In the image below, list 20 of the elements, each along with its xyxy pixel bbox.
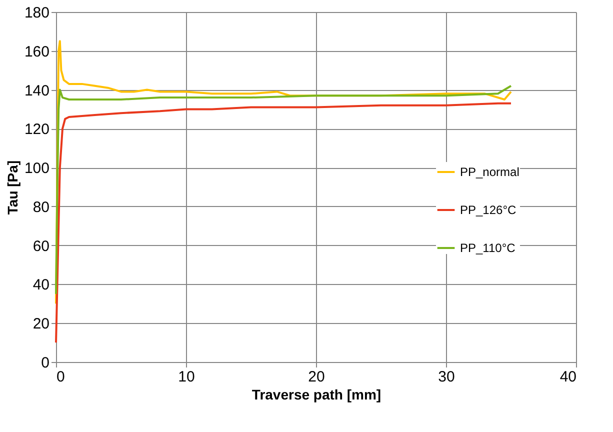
- y-tick-label: 20: [32, 316, 50, 333]
- y-tick-label: 120: [24, 121, 50, 138]
- x-axis-title: Traverse path [mm]: [252, 386, 382, 402]
- legend-label: PP_110°C: [460, 241, 516, 255]
- x-tick-label: 10: [178, 368, 195, 386]
- y-tick-label: 60: [32, 238, 50, 255]
- legend-label: PP_126°C: [460, 203, 516, 217]
- y-tick-label: 40: [32, 276, 50, 294]
- y-tick-label: 180: [24, 4, 50, 22]
- y-tick-label: 100: [24, 160, 50, 178]
- x-tick-label: 30: [438, 368, 455, 386]
- legend-label: PP_normal: [460, 165, 520, 179]
- y-tick-label: 0: [41, 354, 50, 372]
- y-tick-label: 160: [24, 43, 50, 60]
- y-axis-title: Tau [Pa]: [4, 160, 20, 215]
- x-tick-label: 40: [560, 368, 576, 386]
- x-tick-label: 20: [308, 368, 325, 386]
- y-tick-label: 80: [32, 198, 50, 216]
- y-tick-label: 140: [24, 82, 50, 100]
- x-tick-label: 0: [56, 368, 65, 386]
